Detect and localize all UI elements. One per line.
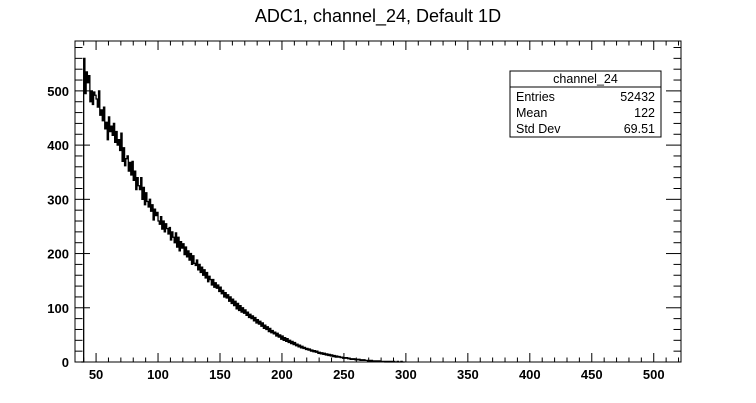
y-axis: 0 100 200 300 400 500 [47, 47, 681, 370]
stats-box-title: channel_24 [553, 72, 618, 86]
x-tick-label: 100 [147, 367, 169, 382]
x-tick-label: 400 [519, 367, 541, 382]
y-tick-label: 300 [47, 192, 69, 207]
y-tick-label: 500 [47, 84, 69, 99]
stats-entries-value: 52432 [620, 90, 655, 104]
histogram-series-line [81, 57, 405, 363]
x-tick-label: 250 [333, 367, 355, 382]
chart-title: ADC1, channel_24, Default 1D [255, 6, 501, 27]
x-tick-label: 450 [581, 367, 603, 382]
x-axis: 50 100 150 200 250 300 350 400 450 500 [83, 41, 680, 382]
x-tick-label: 200 [271, 367, 293, 382]
stats-mean-value: 122 [634, 106, 655, 120]
histogram-bars [81, 57, 405, 363]
x-tick-label: 300 [395, 367, 417, 382]
x-tick-label: 350 [457, 367, 479, 382]
stats-entries-label: Entries [516, 90, 555, 104]
stats-stddev-value: 69.51 [624, 122, 655, 136]
x-tick-label: 50 [89, 367, 103, 382]
y-tick-label: 100 [47, 301, 69, 316]
stats-stddev-label: Std Dev [516, 122, 561, 136]
stats-box-frame [509, 70, 662, 138]
y-tick-label: 400 [47, 138, 69, 153]
stats-box: channel_24 Entries 52432 Mean 122 Std De… [509, 70, 662, 138]
stats-mean-label: Mean [516, 106, 547, 120]
y-tick-label: 0 [62, 355, 69, 370]
y-tick-label: 200 [47, 247, 69, 262]
x-tick-label: 150 [209, 367, 231, 382]
x-tick-label: 500 [643, 367, 665, 382]
